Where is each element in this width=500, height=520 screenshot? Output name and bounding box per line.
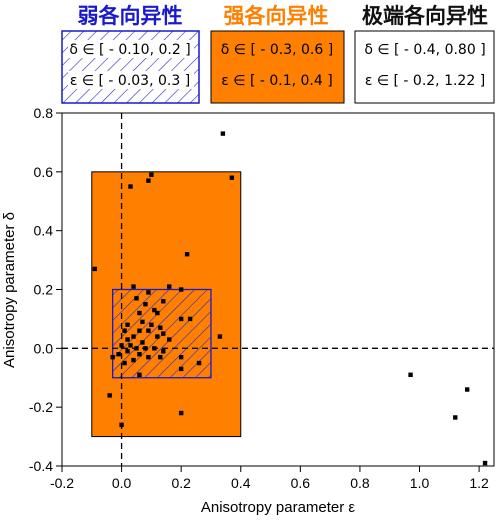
data-point (178, 366, 184, 372)
x-tick-label: 1.0 (410, 475, 430, 491)
data-point (187, 316, 193, 322)
x-tick-label: 0.0 (112, 475, 132, 491)
data-point (131, 284, 136, 289)
y-axis-ticks: -0.4 -0.2 0.0 0.2 0.4 0.6 0.8 (29, 105, 62, 474)
y-tick-label: 0.0 (34, 340, 54, 356)
data-point (161, 349, 166, 354)
data-point (152, 307, 157, 313)
data-point (128, 343, 133, 348)
data-point (155, 310, 160, 316)
data-point (146, 290, 151, 295)
data-point (143, 302, 148, 307)
data-point (178, 287, 184, 292)
x-tick-label: 0.4 (231, 475, 251, 491)
reference-lines (62, 113, 494, 466)
x-axis-ticks: -0.2 0.0 0.2 0.4 0.6 0.8 1.0 1.2 (50, 466, 489, 491)
y-tick-label: 0.2 (34, 282, 54, 298)
data-point (152, 346, 157, 351)
x-axis-label: Anisotropy parameter ε (201, 499, 356, 516)
x-tick-label: 0.6 (291, 475, 311, 491)
legend-extreme-epsilon: ε ∈ [ - 0.2, 1.22 ] (365, 73, 485, 89)
data-point (178, 354, 184, 360)
data-point (217, 334, 223, 339)
legend-title-strong: 强各向异性 (224, 4, 329, 28)
y-tick-label: 0.6 (34, 164, 54, 180)
legend-weak-delta-backplate (68, 40, 194, 58)
data-point (110, 354, 115, 360)
data-point (464, 387, 470, 392)
data-point (167, 337, 172, 342)
data-point (196, 360, 202, 366)
y-tick-label: 0.4 (34, 223, 54, 239)
data-point (220, 131, 226, 136)
data-point (184, 252, 190, 257)
legend-extreme-delta: δ ∈ [ - 0.4, 0.80 ] (364, 42, 485, 58)
legend-weak-epsilon: ε ∈ [ - 0.03, 0.3 ] (70, 73, 190, 89)
data-point (134, 296, 139, 301)
data-point (482, 460, 488, 466)
data-point (146, 354, 151, 360)
legend-weak-epsilon-backplate (68, 71, 194, 89)
data-point (131, 334, 136, 339)
x-tick-label: -0.2 (50, 475, 74, 491)
data-point (128, 184, 133, 189)
data-point (143, 346, 148, 351)
data-point (178, 410, 184, 416)
legend-strong-delta: δ ∈ [ - 0.3, 0.6 ] (221, 42, 333, 58)
data-point (119, 343, 124, 348)
region-weak-rect (111, 288, 212, 379)
data-point (125, 322, 130, 327)
data-point (125, 337, 130, 342)
data-point (155, 334, 160, 339)
data-point (122, 360, 127, 366)
data-point (140, 319, 145, 325)
data-point (119, 422, 124, 428)
data-point (161, 299, 166, 304)
y-tick-label: -0.4 (29, 458, 53, 474)
data-points (92, 131, 488, 466)
x-tick-label: 0.2 (171, 475, 191, 491)
x-tick-label: 1.2 (469, 475, 489, 491)
data-point (137, 352, 142, 357)
legend-box-strong (210, 30, 345, 104)
data-point (107, 393, 112, 398)
data-point (146, 178, 151, 183)
data-point (140, 340, 145, 345)
data-point (408, 372, 413, 378)
data-point (149, 172, 154, 177)
data-point (122, 328, 127, 333)
data-point (167, 284, 172, 289)
data-point (131, 357, 136, 363)
data-point (453, 415, 458, 420)
y-tick-label: -0.2 (29, 399, 53, 415)
data-point (116, 352, 121, 357)
data-point (92, 266, 97, 272)
region-rectangles (91, 171, 242, 438)
data-point (158, 325, 163, 330)
legend-title-weak: 弱各向异性 (78, 4, 183, 28)
data-point (125, 349, 130, 354)
y-axis-label: Anisotropy parameter δ (1, 212, 18, 368)
data-point (149, 322, 154, 327)
data-point (137, 372, 142, 378)
y-tick-label: 0.8 (34, 105, 54, 121)
data-point (161, 331, 166, 336)
legend-title-extreme: 极端各向异性 (362, 4, 488, 28)
data-point (229, 175, 235, 180)
legend-strong-epsilon: ε ∈ [ - 0.1, 0.4 ] (221, 73, 332, 89)
data-point (146, 328, 151, 333)
data-point (137, 328, 142, 333)
legend-weak-delta: δ ∈ [ - 0.10, 0.2 ] (69, 42, 190, 58)
data-point (134, 346, 139, 351)
data-point (178, 316, 184, 322)
data-point (137, 310, 142, 316)
data-point (158, 354, 163, 360)
legend-box-extreme (354, 30, 495, 104)
x-tick-label: 0.8 (350, 475, 370, 491)
